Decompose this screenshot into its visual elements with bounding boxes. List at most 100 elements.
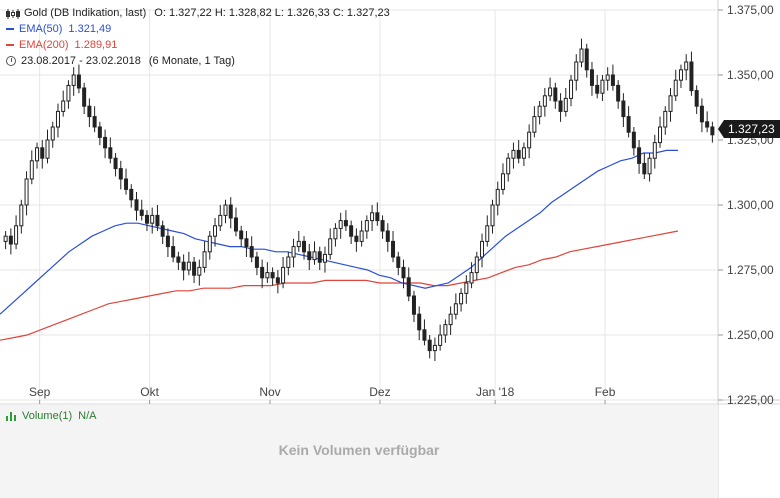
candle-body	[663, 110, 668, 128]
candle-body	[642, 162, 647, 175]
candle-body	[459, 292, 464, 305]
candle-body	[500, 173, 505, 190]
candle-body	[380, 220, 385, 232]
candle-body	[658, 126, 663, 144]
candle-body	[516, 149, 521, 159]
candle-body	[542, 95, 547, 107]
candle-body	[558, 100, 563, 112]
candle-body	[55, 110, 60, 128]
candle-body	[699, 105, 704, 123]
candle-body	[181, 261, 186, 271]
candle-body	[223, 204, 228, 216]
candle-body	[584, 48, 589, 71]
candle-body	[705, 121, 710, 128]
candle-body	[684, 61, 689, 71]
candle-body	[647, 157, 652, 175]
candle-body	[349, 225, 354, 237]
candle-body	[443, 324, 448, 336]
candle-body	[165, 235, 170, 248]
candle-body	[228, 204, 233, 219]
ema50-label: EMA(50)	[19, 23, 63, 35]
candle-body	[40, 147, 45, 159]
candle-body	[45, 139, 50, 159]
candle-body	[118, 168, 123, 180]
x-tick-label: Nov	[259, 385, 280, 399]
candle-body	[103, 136, 108, 149]
legend-ema50-row[interactable]: EMA(50) 1.321,49	[6, 21, 390, 37]
volume-bars-icon	[6, 411, 16, 421]
candle-body	[689, 61, 694, 92]
no-volume-message: Kein Volumen verfügbar	[278, 442, 440, 458]
ema200-line	[0, 230, 679, 341]
candle-body	[66, 84, 71, 102]
candle-body	[244, 238, 249, 248]
ema50-line	[0, 149, 678, 315]
ema200-label: EMA(200)	[19, 39, 69, 51]
candle-body	[375, 212, 380, 222]
candle-body	[474, 256, 479, 274]
candle-body	[595, 84, 600, 94]
candle-body	[411, 295, 416, 315]
candle-body	[218, 214, 223, 227]
candle-body	[354, 235, 359, 242]
x-tick-label: Jan '18	[476, 385, 515, 399]
candle-body	[71, 74, 76, 86]
candle-body	[343, 220, 348, 227]
candle-body	[469, 272, 474, 284]
candle-body	[480, 240, 485, 258]
candle-body	[637, 147, 642, 164]
x-tick-label: Dez	[369, 385, 390, 399]
candle-body	[239, 230, 244, 240]
candle-body	[668, 95, 673, 112]
ema50-value: 1.321,49	[68, 23, 112, 35]
candle-body	[213, 225, 218, 237]
candle-body	[396, 256, 401, 268]
candle-body	[359, 230, 364, 242]
ema200-value: 1.289,91	[74, 39, 118, 51]
clock-icon	[6, 56, 16, 66]
candle-body	[275, 277, 280, 284]
candle-body	[207, 235, 212, 253]
candle-body	[270, 272, 275, 279]
candle-body	[139, 209, 144, 216]
candle-body	[76, 74, 81, 89]
candle-body	[464, 282, 469, 294]
volume-label: Volume(1)	[22, 410, 73, 422]
candle-body	[296, 240, 301, 248]
candle-body	[254, 256, 259, 268]
ema50-polyline	[0, 149, 678, 315]
y-tick-label: 1.225,00	[727, 393, 774, 407]
candle-body	[448, 313, 453, 326]
candle-body	[438, 334, 443, 346]
candle-body	[694, 90, 699, 107]
candle-body	[495, 188, 500, 206]
last-price-tag: 1.327,23	[718, 120, 780, 138]
candle-body	[129, 188, 134, 201]
candle-body	[370, 212, 375, 222]
candle-body	[678, 69, 683, 81]
candlestick-series	[3, 38, 715, 361]
ohlc-values: O: 1.327,22 H: 1.328,82 L: 1.326,33 C: 1…	[154, 7, 390, 19]
volume-value: N/A	[78, 410, 97, 422]
candle-body	[260, 266, 265, 279]
candle-body	[328, 238, 333, 255]
candle-body	[186, 261, 191, 271]
legend-ema200-row[interactable]: EMA(200) 1.289,91	[6, 37, 390, 53]
candle-body	[286, 256, 291, 268]
candle-body	[3, 235, 8, 242]
candle-body	[605, 74, 610, 81]
candle-body	[108, 147, 113, 159]
candle-body	[485, 225, 490, 242]
candle-body	[548, 87, 553, 97]
candle-body	[364, 220, 369, 232]
candle-body	[19, 204, 24, 227]
candle-body	[307, 251, 312, 261]
candle-body	[610, 74, 615, 86]
chart-legend: Gold (DB Indikation, last) O: 1.327,22 H…	[6, 5, 390, 69]
ema50-swatch	[6, 28, 14, 30]
legend-period-row: 23.08.2017 - 23.02.2018 (6 Monate, 1 Tag…	[6, 53, 390, 69]
candle-body	[532, 116, 537, 133]
y-tick-label: 1.350,00	[727, 68, 774, 82]
x-tick-label: Sep	[29, 385, 51, 399]
